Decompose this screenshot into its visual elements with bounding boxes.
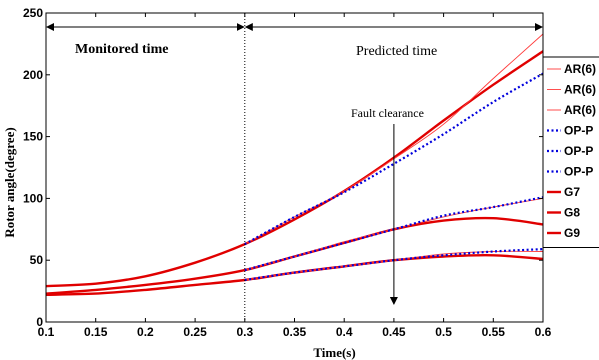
y-tick-label: 200 [23,68,43,82]
x-tick-label: 0.4 [336,325,353,339]
x-tick-label: 0.35 [283,325,307,339]
annotation-layer: Monitored time Predicted time Fault clea… [46,13,543,322]
plot-frame [45,12,544,323]
x-tick-label: 0.15 [84,325,108,339]
x-tick-label: 0.6 [535,325,552,339]
legend-label: OP-P [564,124,593,138]
ticks-layer: 0.1 0.15 0.2 0.25 0.3 0.35 0.4 0.45 0.5 0.55 0.6 0 5… [23,6,552,339]
x-tick-label: 0.45 [382,325,406,339]
legend-label: G7 [564,185,580,199]
y-tick-label: 50 [30,253,44,267]
monitored-time-label: Monitored time [75,42,168,57]
y-tick-label: 250 [23,6,43,20]
series-layer [46,33,543,296]
legend-label: OP-P [564,144,593,158]
legend-label: G8 [564,206,580,220]
y-tick-label: 150 [23,130,43,144]
legend-label: AR(6) [564,62,596,76]
legend-label: AR(6) [564,83,596,97]
y-tick-label: 100 [23,191,43,205]
legend: AR(6) AR(6) AR(6) OP-P OP-P OP-P G7 G8 G9 [542,56,599,248]
legend-label: G9 [564,226,580,240]
legend-box [542,56,599,248]
x-tick-label: 0.25 [183,325,207,339]
x-tick-label: 0.55 [482,325,506,339]
y-axis-title: Rotor angle(degree) [2,127,17,237]
legend-label: OP-P [564,165,593,179]
series-line-g9-8 [46,253,543,296]
legend-label: AR(6) [564,103,596,117]
fault-clearance-label: Fault clearance [351,106,424,120]
x-tick-label: 0.2 [137,325,154,339]
y-tick-label: 0 [36,315,43,329]
x-axis-title: Time(s) [313,345,355,360]
x-tick-label: 0.1 [38,325,55,339]
x-tick-label: 0.5 [435,325,452,339]
series-line-g7-6 [46,50,543,288]
predicted-time-label: Predicted time [356,44,437,59]
x-tick-label: 0.3 [236,325,253,339]
